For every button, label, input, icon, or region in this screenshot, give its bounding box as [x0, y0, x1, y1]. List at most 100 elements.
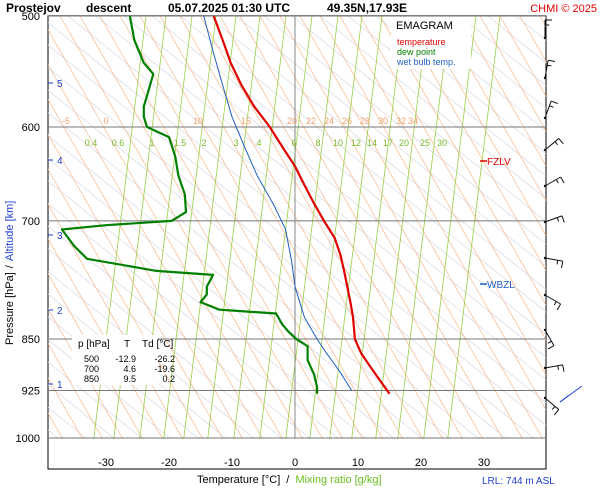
y-axis-label-altitude: Altitude [km] — [4, 201, 16, 262]
mixing-ratio-label: 0.4 — [85, 138, 98, 148]
legend-dew-point: dew point — [397, 47, 436, 57]
moist-adiabat-line — [67, 16, 546, 404]
moist-adiabat-line — [48, 21, 546, 426]
fzlv-marker: FZLV — [480, 157, 511, 168]
table-cell: -26.2 — [154, 354, 175, 364]
altitude-tick-label: 3 — [57, 231, 63, 242]
moist-adiabat-line — [403, 16, 546, 132]
mixing-ratio-label: 6 — [291, 138, 296, 148]
dry-adiabat-line — [48, 64, 264, 439]
svg-text:Temperature [°C]/Mixing ratio: Temperature [°C] / Mixing ratio [g/kg] — [197, 474, 382, 486]
pressure-tick-label: 500 — [22, 11, 40, 23]
dry-adiabat-line — [48, 377, 84, 439]
header-coords: 49.35N,17.93E — [327, 1, 407, 15]
dry-adiabat-line — [159, 16, 404, 439]
altitude-tick-label: 2 — [57, 306, 63, 317]
wind-barb-1 — [543, 19, 552, 40]
wind-barb-4 — [543, 138, 564, 152]
mixing-ratio-label: 2 — [201, 138, 206, 148]
dry-adiabat-label: 28 — [360, 116, 370, 126]
moist-adiabat-line — [347, 16, 546, 177]
mixing-ratio-line — [163, 16, 217, 439]
table-row: 850 9.5 0.2 — [84, 374, 175, 384]
header-station: Prostejov — [6, 1, 61, 15]
pressure-tick-label: 850 — [22, 334, 40, 346]
x-axis-label-temperature: Temperature [°C] — [197, 474, 280, 486]
wind-barbs — [543, 19, 583, 416]
dry-adiabat-line — [48, 98, 244, 439]
moist-adiabat-line — [48, 361, 144, 439]
wind-barb-11 — [543, 396, 560, 416]
lrl-label: LRL: 744 m ASL — [482, 476, 555, 487]
copyright: CHMI © 2025 — [530, 3, 597, 15]
wind-barb-12 — [559, 385, 583, 403]
dry-adiabat-label: 34 — [408, 116, 418, 126]
moist-adiabat-line — [48, 203, 340, 439]
plot-area — [47, 15, 547, 470]
moist-adiabat-line — [235, 16, 546, 268]
dry-adiabat-line — [199, 16, 444, 439]
moist-adiabat-line — [375, 16, 546, 155]
dry-adiabat-line — [279, 16, 524, 439]
mixing-ratio-line — [285, 16, 339, 439]
dry-adiabat-line — [339, 16, 546, 376]
svg-text:Pressure [hPa]/Altitude [km]: Pressure [hPa] / Altitude [km] — [4, 201, 16, 345]
wind-barb-9 — [543, 328, 555, 350]
dry-adiabat-label: 24 — [324, 116, 334, 126]
dry-adiabat-line — [48, 168, 204, 439]
wind-barb-10 — [543, 364, 565, 372]
table-cell: 9.5 — [123, 374, 136, 384]
table-cell: 850 — [84, 374, 99, 384]
temperature-tick-label: -10 — [224, 457, 240, 469]
mixing-ratio-label: 4 — [256, 138, 261, 148]
moist-adiabat-line — [48, 384, 116, 439]
dry-adiabat-label: 32 — [396, 116, 406, 126]
dry-adiabat-label: 10 — [193, 116, 203, 126]
mixing-ratio-label: 10 — [333, 138, 343, 148]
dry-adiabat-line — [259, 16, 504, 439]
dry-adiabat-line — [239, 16, 484, 439]
dry-adiabat-line — [119, 16, 364, 439]
temperature-tick-label: -20 — [161, 457, 177, 469]
x-axis-title: Temperature [°C] / Mixing ratio [g/kg] — [197, 474, 382, 486]
dry-adiabat-line — [48, 29, 284, 439]
mixing-ratio-line — [259, 16, 313, 439]
moist-adiabat-line — [48, 157, 396, 439]
table-cell: 0.2 — [162, 374, 175, 384]
header-mode: descent — [86, 1, 131, 15]
dry-adiabat-line — [79, 16, 324, 439]
wbzl-marker: WBZL — [480, 280, 515, 291]
y-axis-label-pressure: Pressure [hPa] — [4, 272, 16, 345]
moist-adiabat-line — [291, 16, 546, 222]
mixing-ratio-label: 8 — [315, 138, 320, 148]
mixing-ratio-label: 20 — [399, 138, 409, 148]
dry-adiabat-line — [48, 273, 144, 439]
dry-adiabat-label: -5 — [62, 116, 70, 126]
dry-adiabat-label: 20 — [287, 116, 297, 126]
dew-point-line — [60, 16, 319, 394]
dry-adiabat-line — [459, 16, 546, 167]
altitude-tick-label: 1 — [57, 380, 63, 391]
mixing-ratio-line — [183, 16, 237, 439]
dry-adiabat-line — [48, 133, 224, 439]
moist-adiabat-line — [48, 316, 200, 439]
mixing-ratio-label: 17 — [383, 138, 393, 148]
moist-adiabat-line — [48, 135, 424, 439]
dry-adiabat-label: 22 — [306, 116, 316, 126]
moist-adiabat-line — [48, 248, 284, 439]
wind-barb-3 — [543, 100, 558, 120]
moist-adiabat-line — [543, 16, 546, 19]
dry-adiabat-line — [59, 16, 304, 439]
fzlv-label: FZLV — [487, 157, 511, 168]
moist-adiabat-line — [431, 16, 546, 109]
table-header-td: Td [°C] — [142, 339, 173, 350]
moist-adiabat-line — [48, 271, 256, 439]
dry-adiabat-line — [48, 308, 124, 439]
legend-box — [391, 17, 471, 69]
mixing-ratio-label: 3 — [233, 138, 238, 148]
mixing-ratio-line — [447, 16, 501, 439]
mixing-ratio-label: 25 — [420, 138, 430, 148]
temperature-line — [212, 16, 391, 395]
table-cell: 500 — [84, 354, 99, 364]
temperature-tick-label: 10 — [352, 457, 364, 469]
